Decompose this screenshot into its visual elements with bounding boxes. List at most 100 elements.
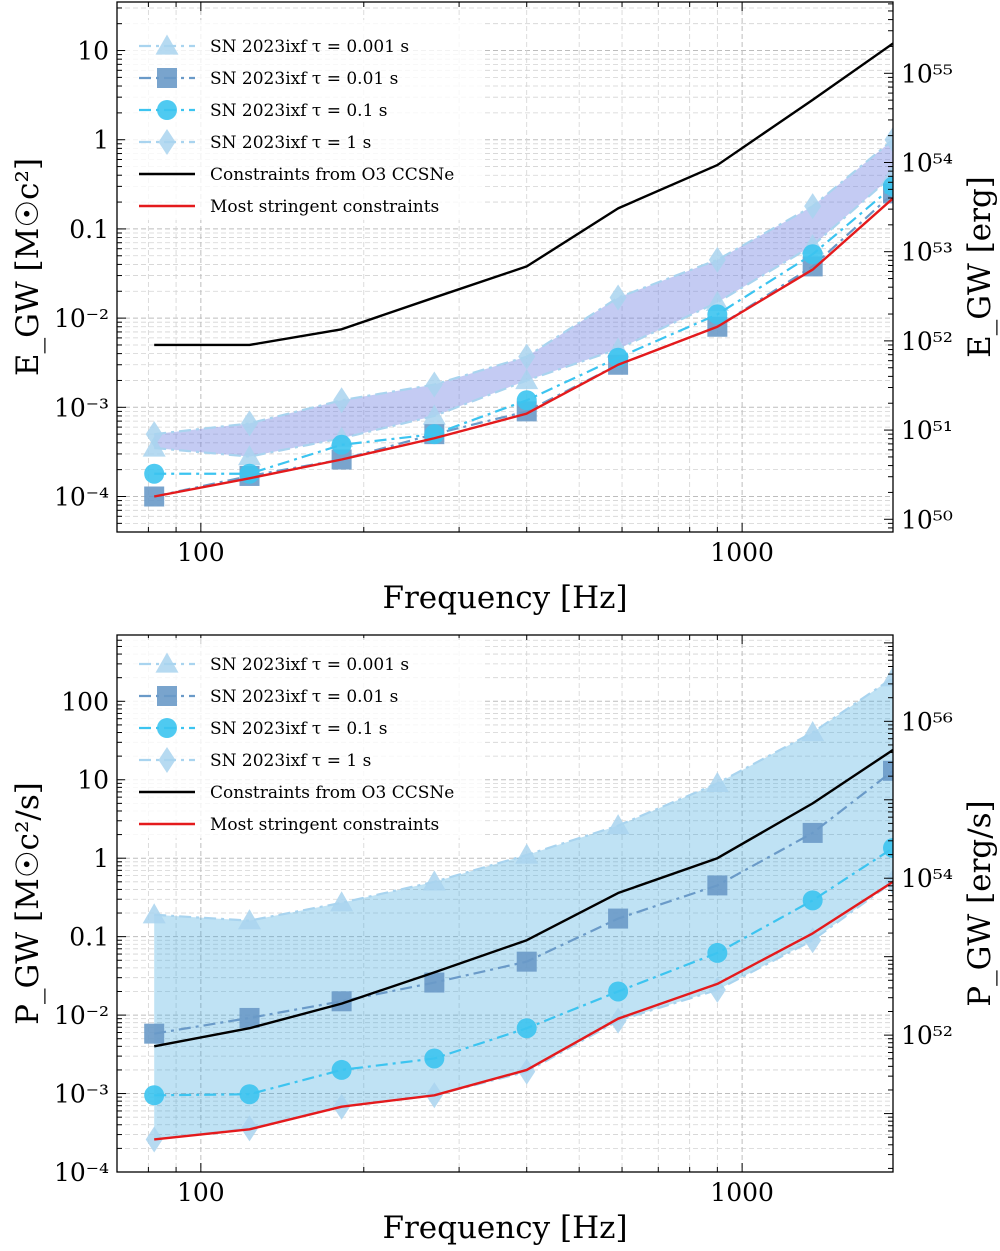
data-point [424, 1048, 445, 1069]
series-0 [142, 666, 893, 930]
y-right-axis-title: E_GW [erg] [962, 176, 998, 358]
legend-marker [155, 34, 179, 55]
data-point [608, 981, 629, 1002]
series-line [153, 197, 893, 498]
legend-item-2: SN 2023ixf τ = 0.1 s [139, 100, 388, 121]
data-point [707, 304, 728, 325]
legend-item-3: SN 2023ixf τ = 1 s [139, 129, 371, 155]
data-point [708, 976, 726, 1003]
legend-item-4: Constraints from O3 CCSNe [139, 165, 454, 185]
y-tick-label: 1 [93, 126, 109, 155]
data-point [238, 445, 262, 466]
legend-item-0: SN 2023ixf τ = 0.001 s [139, 34, 409, 57]
series-line [153, 748, 893, 1048]
series-1 [144, 760, 893, 1044]
data-point [422, 404, 446, 425]
data-point [241, 410, 259, 437]
legend-marker [157, 718, 177, 738]
data-point [705, 290, 729, 312]
series-5 [153, 197, 893, 498]
data-point [606, 814, 630, 835]
y-tick-label: 10⁻³ [54, 1080, 109, 1109]
data-point [804, 927, 822, 954]
data-point [425, 371, 443, 398]
legend-label: Most stringent constraints [210, 815, 439, 835]
x-tick-label: 100 [177, 1178, 225, 1207]
data-point [239, 1084, 260, 1105]
y-tick-label: 10⁻³ [54, 393, 109, 422]
legend-item-2: SN 2023ixf τ = 0.1 s [139, 718, 388, 739]
data-point [331, 991, 352, 1012]
data-point [142, 903, 166, 924]
legend-item-1: SN 2023ixf τ = 0.01 s [139, 68, 398, 89]
data-point [331, 434, 352, 455]
data-point [333, 387, 351, 414]
plot-frame [116, 634, 894, 1173]
data-point [422, 870, 446, 891]
y-tick-label: 10⁻⁴ [54, 483, 109, 512]
series-3 [145, 126, 893, 448]
x-axis-title: Frequency [Hz] [382, 580, 627, 616]
legend-item-3: SN 2023ixf τ = 1 s [139, 747, 371, 773]
data-point [144, 463, 165, 484]
x-tick-label: 100 [177, 538, 225, 567]
legend-label: SN 2023ixf τ = 0.001 s [210, 655, 409, 675]
series-5 [154, 880, 893, 1141]
legend-marker [157, 100, 177, 120]
data-point [516, 951, 537, 972]
data-point [144, 1023, 165, 1044]
data-point [804, 193, 822, 220]
legend-item-5: Most stringent constraints [139, 815, 439, 835]
y-tick-label: 10 [77, 37, 109, 66]
y-right-tick-label: 10⁵⁵ [901, 59, 953, 88]
data-point [802, 244, 823, 265]
data-point [516, 390, 537, 411]
legend-label: SN 2023ixf τ = 0.001 s [210, 37, 409, 57]
legend-label: Constraints from O3 CCSNe [210, 165, 454, 185]
uncertainty-band [154, 677, 893, 1140]
legend-marker [157, 68, 177, 88]
y-right-tick-label: 10⁵⁴ [901, 148, 953, 177]
data-point [238, 909, 262, 930]
y-tick-label: 0.1 [69, 923, 109, 952]
data-point [802, 822, 823, 843]
legend-label: SN 2023ixf τ = 0.01 s [210, 69, 398, 89]
y-tick-label: 10⁻² [54, 1001, 109, 1030]
legend-label: SN 2023ixf τ = 0.1 s [210, 101, 388, 121]
y-right-tick-label: 10⁵² [901, 327, 953, 356]
x-axis: 100 1000 Frequency [Hz] [116, 635, 774, 1246]
series-line [154, 42, 893, 347]
y-tick-label: 0.1 [69, 215, 109, 244]
legend-background [125, 638, 485, 838]
y-tick-label: 100 [61, 687, 109, 716]
energy-panel: 100 1000 Frequency [Hz] 10⁻⁴ 10⁻³ 10⁻² 0.1 1 10 E… [10, 1, 998, 616]
data-point [884, 126, 893, 153]
data-point [518, 343, 536, 370]
data-point [144, 1085, 165, 1106]
data-point [881, 666, 893, 687]
y-tick-label: 10⁻⁴ [54, 1158, 109, 1187]
legend: SN 2023ixf τ = 0.001 s SN 2023ixf τ = 0.0… [125, 638, 485, 838]
series-2 [144, 837, 893, 1106]
y-tick-label: 10 [77, 766, 109, 795]
data-point [801, 721, 825, 742]
y-axis-title: E_GW [M☉c²] [10, 158, 46, 376]
y-tick-label: 1 [93, 844, 109, 873]
data-point [707, 942, 728, 963]
legend-marker [158, 747, 176, 773]
legend-label: SN 2023ixf τ = 1 s [210, 133, 371, 153]
y-axis-title: P_GW [M☉c²/s] [10, 782, 46, 1025]
legend-item-4: Constraints from O3 CCSNe [139, 783, 454, 803]
legend-label: SN 2023ixf τ = 0.01 s [210, 687, 398, 707]
data-point [707, 875, 728, 896]
data-point [331, 1059, 352, 1080]
data-point [424, 424, 445, 445]
legend-label: Constraints from O3 CCSNe [210, 783, 454, 803]
legend-marker [157, 686, 177, 706]
data-point [883, 176, 893, 197]
y-axis-right: 10⁵⁰ 10⁵¹ 10⁵² 10⁵³ 10⁵⁴ 10⁵⁵ E_GW [erg] [884, 3, 998, 534]
data-point [239, 1007, 260, 1028]
y-right-tick-label: 10⁵⁰ [901, 505, 953, 534]
